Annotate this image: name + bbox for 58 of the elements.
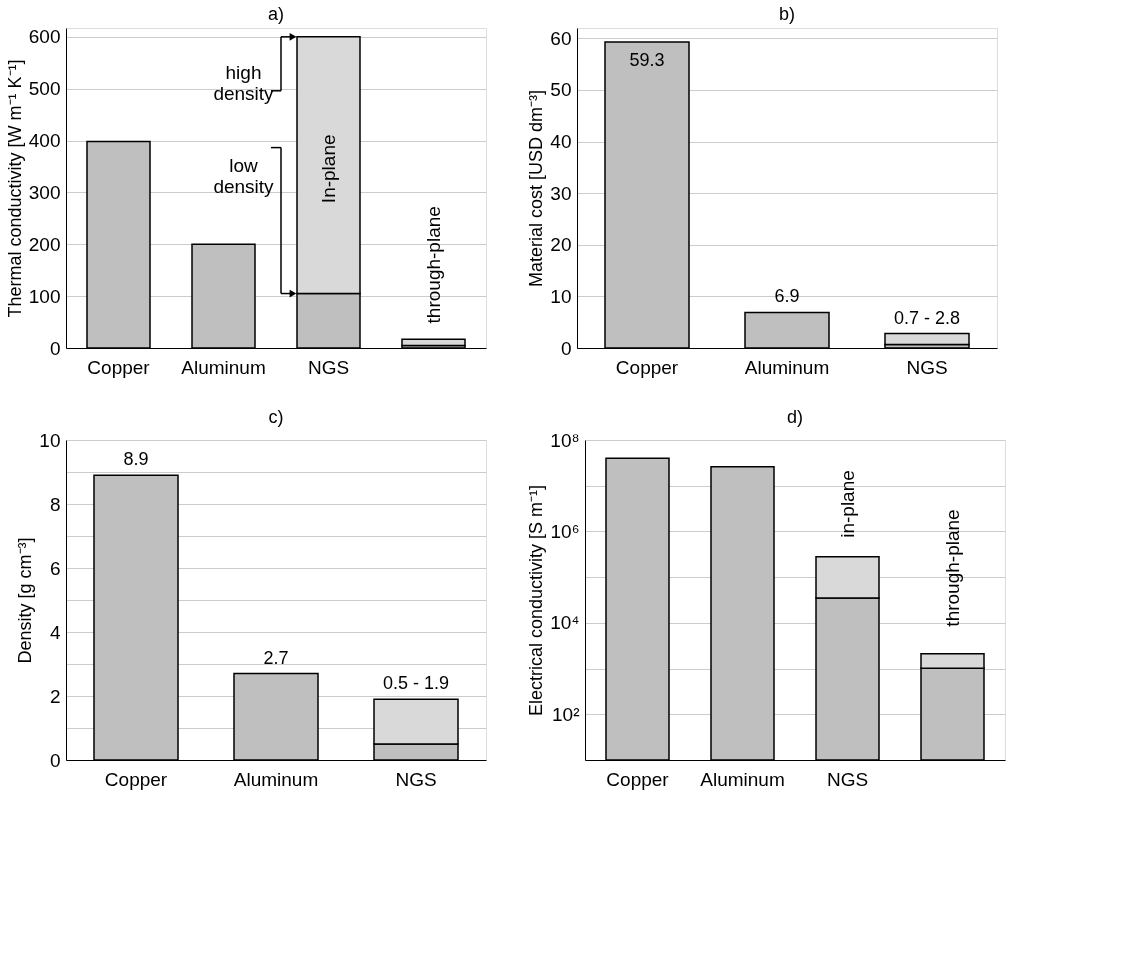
x-tick-label: NGS <box>826 768 869 790</box>
x-tick-label: Aluminum <box>233 768 319 790</box>
data-label: 59.3 <box>629 49 665 70</box>
x-tick-label: Copper <box>606 768 670 790</box>
y-tick-label: 10⁸ <box>550 429 580 451</box>
y-tick-label: 0 <box>49 337 61 359</box>
annotation: high density <box>213 61 275 104</box>
y-tick-label: 0 <box>560 337 572 359</box>
y-tick-label: 10⁴ <box>550 612 580 634</box>
y-tick-label: 10⁶ <box>550 520 580 542</box>
y-tick-label: 30 <box>550 182 572 204</box>
y-axis-title: Material cost [USD dm⁻³] <box>526 89 547 288</box>
y-tick-label: 100 <box>28 285 61 307</box>
x-tick-label: NGS <box>906 356 948 378</box>
y-tick-label: 6 <box>49 557 61 579</box>
bar <box>884 332 970 346</box>
chart-title: d) <box>786 407 804 427</box>
x-tick-label: NGS <box>307 356 350 378</box>
y-tick-label: 40 <box>550 131 572 153</box>
x-tick-label: NGS <box>395 768 437 790</box>
x-tick-label: Copper <box>615 356 679 378</box>
annotation: low density <box>213 154 275 197</box>
x-tick-label: Copper <box>104 768 168 790</box>
y-tick-label: 20 <box>550 234 572 256</box>
annotation: through-plane <box>941 509 963 627</box>
y-tick-label: 50 <box>550 79 572 101</box>
y-axis-title: Thermal conductivity [W m⁻¹ K⁻¹] <box>4 59 25 318</box>
x-tick-label: Copper <box>87 356 151 378</box>
y-tick-label: 2 <box>49 685 61 707</box>
y-tick-label: 300 <box>28 181 61 203</box>
y-tick-label: 10² <box>552 703 580 725</box>
annotation: through-plane <box>422 206 444 324</box>
data-label: 6.9 <box>774 286 800 307</box>
y-tick-label: 4 <box>49 621 61 643</box>
y-tick-label: 10 <box>550 285 572 307</box>
data-label: 8.9 <box>123 449 149 470</box>
x-tick-label: Aluminum <box>181 356 266 378</box>
y-axis-title: Electrical conductivity [S m⁻¹] <box>526 484 547 717</box>
data-label: 0.5 - 1.9 <box>382 673 450 694</box>
x-tick-label: Aluminum <box>744 356 830 378</box>
chart-title: c) <box>268 407 284 427</box>
y-tick-label: 60 <box>550 27 572 49</box>
y-tick-label: 500 <box>28 78 61 100</box>
annotation: in-plane <box>836 470 858 538</box>
chart-title: b) <box>778 4 796 24</box>
data-label: 2.7 <box>263 647 289 668</box>
chart-title: a) <box>267 3 285 24</box>
y-tick-label: 600 <box>28 26 61 48</box>
bar <box>401 338 466 347</box>
y-tick-label: 8 <box>49 493 61 515</box>
y-axis-title: Density [g cm⁻³] <box>15 537 36 664</box>
annotation: In-plane <box>317 134 339 204</box>
data-label: 0.7 - 2.8 <box>893 307 961 328</box>
y-tick-label: 400 <box>28 130 61 152</box>
x-tick-label: Aluminum <box>700 768 785 790</box>
y-tick-label: 0 <box>49 749 61 771</box>
y-tick-label: 10 <box>39 429 61 451</box>
y-tick-label: 200 <box>28 233 61 255</box>
